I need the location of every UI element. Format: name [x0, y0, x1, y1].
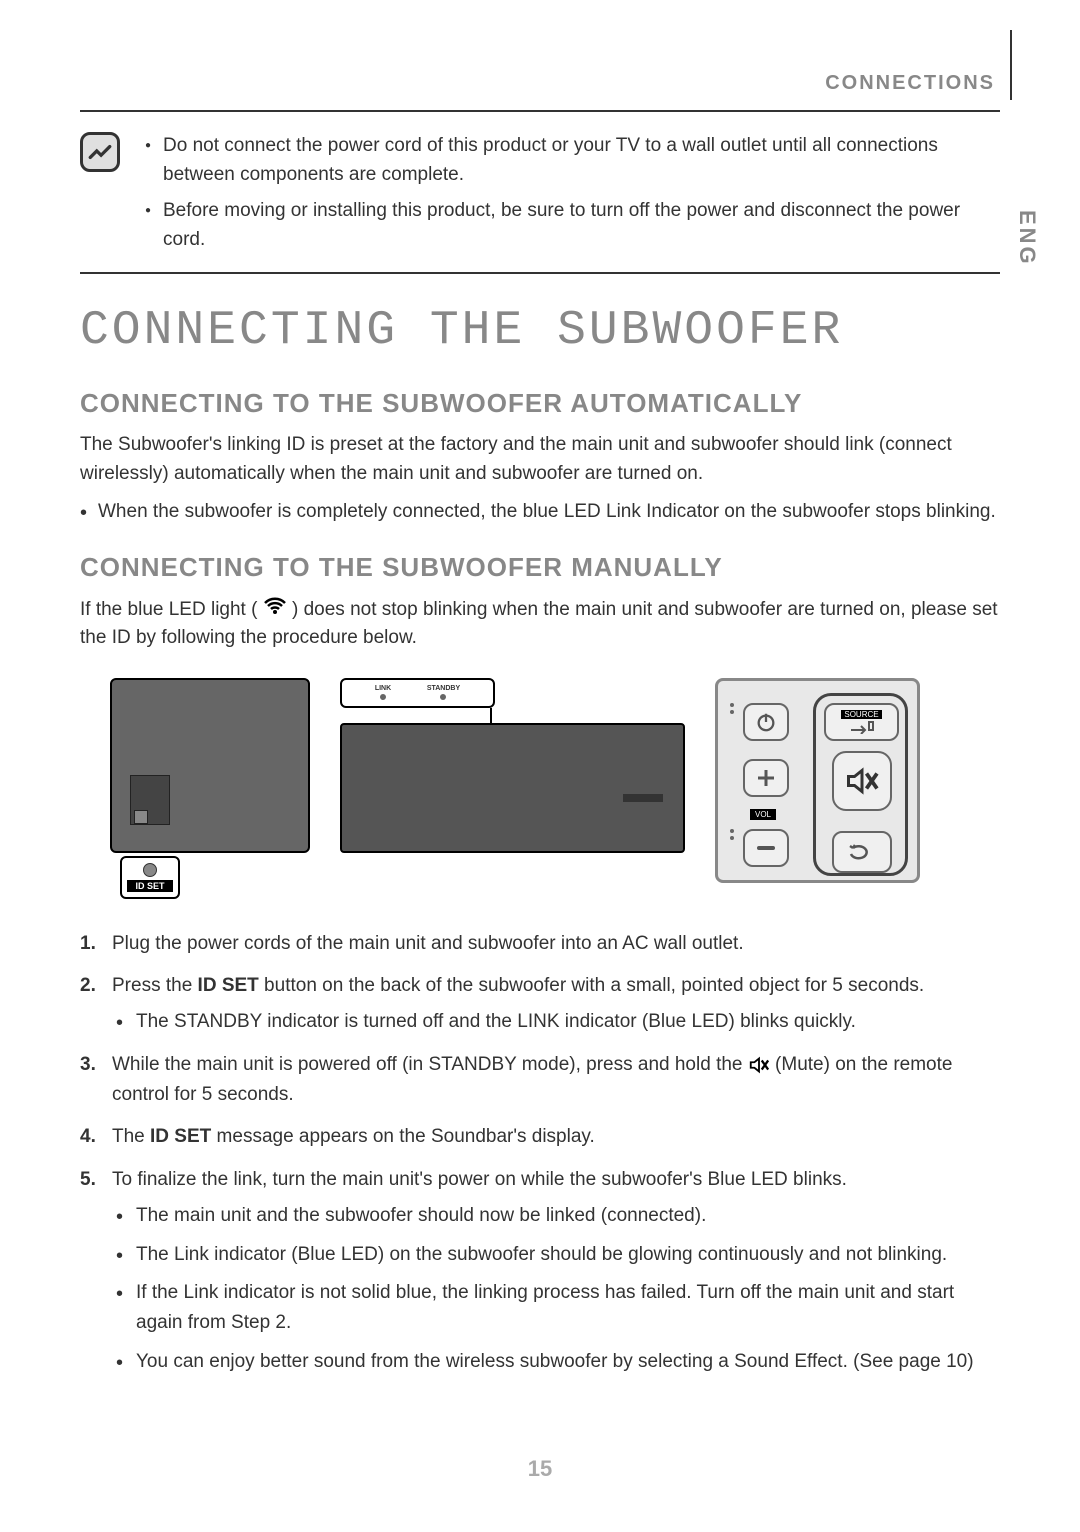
diagram-row: ID SET LINK STANDBY [110, 678, 1000, 899]
step-text: button on the back of the subwoofer with… [259, 975, 924, 996]
standby-label: STANDBY [427, 685, 460, 692]
standby-led: STANDBY [427, 685, 460, 700]
note-item: Do not connect the power cord of this pr… [145, 132, 1000, 189]
step-text: Press the [112, 975, 198, 996]
note-item: Before moving or installing this product… [145, 197, 1000, 254]
vol-label: VOL [750, 809, 776, 820]
step-text: To finalize the link, turn the main unit… [112, 1169, 847, 1190]
idset-callout: ID SET [120, 856, 180, 899]
led-dot-icon [380, 694, 386, 700]
soundbar-body [340, 723, 685, 853]
note-icon [80, 132, 120, 172]
remote-diagram: SOURCE VOL [715, 678, 920, 883]
step-text: While the main unit is powered off (in S… [112, 1054, 748, 1075]
subwoofer-idset-dot [134, 810, 148, 824]
mute-button-icon [832, 751, 892, 811]
step-item: While the main unit is powered off (in S… [80, 1050, 1000, 1111]
bold-text: ID SET [198, 975, 259, 996]
note-block: Do not connect the power cord of this pr… [80, 132, 1000, 262]
sub-item: If the Link indicator is not solid blue,… [112, 1278, 1000, 1339]
text-before: If the blue LED light ( [80, 598, 257, 619]
page-number: 15 [528, 1456, 552, 1482]
section-label: CONNECTIONS [825, 72, 995, 95]
subwoofer-box [110, 678, 310, 853]
note-list: Do not connect the power cord of this pr… [145, 132, 1000, 262]
header-rule [1010, 30, 1012, 100]
step-item: Plug the power cords of the main unit an… [80, 929, 1000, 959]
volume-up-icon [743, 759, 789, 797]
auto-paragraph: The Subwoofer's linking ID is preset at … [80, 431, 1000, 488]
remote-dots-icon [730, 829, 734, 840]
idset-button-icon [143, 863, 157, 877]
source-label: SOURCE [841, 710, 881, 719]
subwoofer-diagram: ID SET [110, 678, 310, 899]
mute-icon [748, 1054, 770, 1076]
page-title: CONNECTING THE SUBWOOFER [80, 304, 1000, 358]
language-tab: ENG [1014, 210, 1040, 267]
subtitle-auto: CONNECTING TO THE SUBWOOFER AUTOMATICALL… [80, 388, 1000, 419]
power-button-icon [743, 703, 789, 741]
wifi-icon [263, 595, 287, 625]
soundbar-diagram: LINK STANDBY [340, 678, 685, 899]
soundbar-led-panel: LINK STANDBY [340, 678, 495, 708]
source-button-icon: SOURCE [824, 703, 899, 741]
sub-list: The STANDBY indicator is turned off and … [112, 1007, 1000, 1037]
idset-label: ID SET [127, 880, 173, 892]
step-text: The [112, 1126, 150, 1147]
volume-down-icon [743, 829, 789, 867]
auto-bullet: When the subwoofer is completely connect… [80, 498, 1000, 527]
led-dot-icon [440, 694, 446, 700]
page-content: CONNECTIONS ENG Do not connect the power… [0, 0, 1080, 1429]
link-label: LINK [375, 685, 391, 692]
divider [80, 110, 1000, 112]
sub-list: The main unit and the subwoofer should n… [112, 1201, 1000, 1377]
connector-line [490, 708, 492, 723]
sub-item: The STANDBY indicator is turned off and … [112, 1007, 1000, 1037]
step-item: The ID SET message appears on the Soundb… [80, 1122, 1000, 1152]
step-item: To finalize the link, turn the main unit… [80, 1165, 1000, 1377]
sub-item: You can enjoy better sound from the wire… [112, 1347, 1000, 1377]
step-item: Press the ID SET button on the back of t… [80, 971, 1000, 1038]
bold-text: ID SET [150, 1126, 211, 1147]
sub-item: The Link indicator (Blue LED) on the sub… [112, 1240, 1000, 1270]
sub-item: The main unit and the subwoofer should n… [112, 1201, 1000, 1231]
steps-list: Plug the power cords of the main unit an… [80, 929, 1000, 1378]
link-led: LINK [375, 685, 391, 700]
step-text: message appears on the Soundbar's displa… [211, 1126, 595, 1147]
repeat-button-icon [832, 831, 892, 873]
remote-dots-icon [730, 703, 734, 714]
divider [80, 272, 1000, 274]
subtitle-manual: CONNECTING TO THE SUBWOOFER MANUALLY [80, 552, 1000, 583]
manual-paragraph: If the blue LED light ( ) does not stop … [80, 595, 1000, 653]
